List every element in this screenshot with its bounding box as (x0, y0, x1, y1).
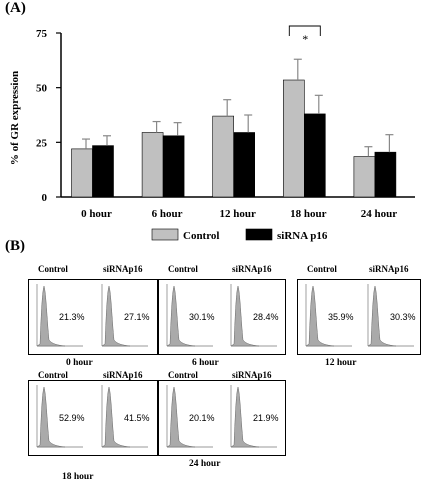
x-tick-label: 6 hour (152, 208, 183, 220)
y-ticks: 0 25 50 75 (36, 28, 61, 204)
bar (282, 79, 305, 198)
bar (92, 145, 114, 198)
significance-marker: * (302, 32, 308, 46)
sirna-percent: 30.3% (390, 312, 416, 322)
x-tick-label: 18 hour (290, 208, 326, 220)
control-histogram (36, 284, 83, 347)
time-label: 0 hour (66, 358, 93, 368)
flow-group: 35.9% 30.3% (297, 279, 421, 355)
sirna-percent: 21.9% (253, 413, 279, 423)
control-histogram (166, 284, 213, 347)
sirna-histogram (101, 284, 148, 347)
time-label: 18 hour (62, 472, 94, 482)
flow-group: 21.3% 27.1% (28, 279, 158, 355)
flow-group: 30.1% 28.4% (158, 279, 286, 355)
time-label: 12 hour (325, 358, 357, 368)
control-percent: 35.9% (328, 312, 354, 322)
bar (212, 115, 234, 198)
control-percent: 21.3% (59, 312, 85, 322)
y-tick-label: 75 (36, 28, 48, 40)
bar (141, 132, 164, 198)
control-header: Control (168, 370, 198, 380)
control-histogram (166, 385, 213, 448)
panel-b-label: (B) (5, 238, 25, 254)
legend-swatch (245, 228, 273, 241)
sirna-histogram (230, 385, 277, 448)
sirna-header: siRNAp16 (369, 264, 409, 274)
flow-group: 20.1% 21.9% (158, 380, 286, 456)
sirna-header: siRNAp16 (103, 370, 143, 380)
panel-a-label: (A) (5, 0, 26, 16)
sirna-header: siRNAp16 (232, 370, 272, 380)
control-header: Control (38, 264, 68, 274)
x-tick-labels: 0 hour 6 hour 12 hour 18 hour 24 hour (81, 208, 397, 220)
significance-line (288, 25, 321, 36)
bar (162, 135, 185, 198)
sirna-header: siRNAp16 (103, 264, 143, 274)
legend-label: Control (183, 230, 219, 242)
control-percent: 20.1% (189, 413, 215, 423)
control-percent: 30.1% (189, 312, 215, 322)
control-histogram (305, 284, 352, 347)
error-bars (82, 58, 394, 157)
sirna-percent: 27.1% (124, 312, 150, 322)
bar (353, 156, 376, 198)
bar-series (71, 79, 397, 198)
legend-swatch (151, 228, 179, 241)
control-header: Control (307, 264, 337, 274)
y-axis-label: % of GR expression (9, 71, 21, 165)
sirna-histogram (367, 284, 414, 347)
y-tick-label: 25 (36, 137, 48, 149)
sirna-histogram (230, 284, 277, 347)
gr-expression-bar-chart: % of GR expression 0 25 50 75 0 hour 6 hour 1… (9, 25, 415, 242)
y-tick-label: 50 (36, 83, 48, 95)
control-header: Control (168, 264, 198, 274)
time-label: 24 hour (189, 459, 221, 469)
significance-bracket: * (288, 25, 321, 46)
x-tick-label: 12 hour (220, 208, 256, 220)
control-header: Control (38, 370, 68, 380)
bar (303, 113, 326, 198)
sirna-percent: 41.5% (124, 413, 150, 423)
flow-group: 52.9% 41.5% (28, 380, 158, 456)
sirna-header: siRNAp16 (232, 264, 272, 274)
bar (233, 132, 255, 198)
x-tick-label: 24 hour (361, 208, 397, 220)
control-percent: 52.9% (59, 413, 85, 423)
bar (374, 151, 397, 198)
legend: Control siRNA p16 (151, 228, 328, 242)
y-tick-label: 0 (42, 192, 48, 204)
sirna-histogram (101, 385, 148, 448)
bar (71, 148, 93, 198)
x-tick-label: 0 hour (81, 208, 112, 220)
control-histogram (36, 385, 83, 448)
legend-label: siRNA p16 (277, 230, 328, 242)
time-label: 6 hour (192, 358, 219, 368)
sirna-percent: 28.4% (253, 312, 279, 322)
